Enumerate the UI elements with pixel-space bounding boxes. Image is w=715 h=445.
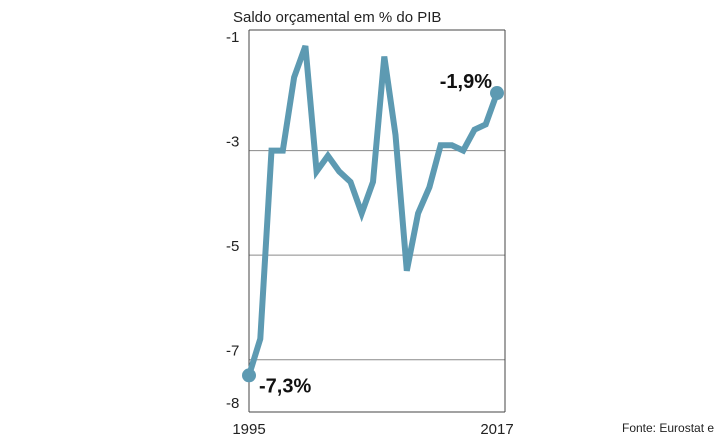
annotations: -7,3% -1,9%	[242, 71, 504, 397]
y-tick-label: -5	[226, 238, 239, 255]
annotation-label: -1,9%	[440, 71, 492, 93]
chart-title: Saldo orçamental em % do PIB	[233, 9, 441, 26]
series-line	[246, 44, 500, 377]
source-note: Fonte: Eurostat e INE	[622, 421, 715, 435]
series	[246, 44, 500, 377]
y-tick-labels: -1 -3 -5 -7 -8	[226, 29, 239, 412]
y-tick-label: -3	[226, 134, 239, 151]
endpoint-marker	[490, 86, 504, 101]
annotation-label: -7,3%	[259, 375, 311, 397]
y-tick-label: -1	[226, 29, 239, 46]
y-tick-label: -7	[226, 343, 239, 360]
x-tick-label: 1995	[232, 421, 265, 438]
axis-frame	[248, 29, 506, 413]
endpoint-marker	[242, 368, 256, 383]
gridlines	[249, 150, 505, 361]
x-tick-labels: 1995 2017	[232, 421, 513, 438]
y-tick-label: -8	[226, 395, 239, 412]
x-tick-label: 2017	[480, 421, 513, 438]
